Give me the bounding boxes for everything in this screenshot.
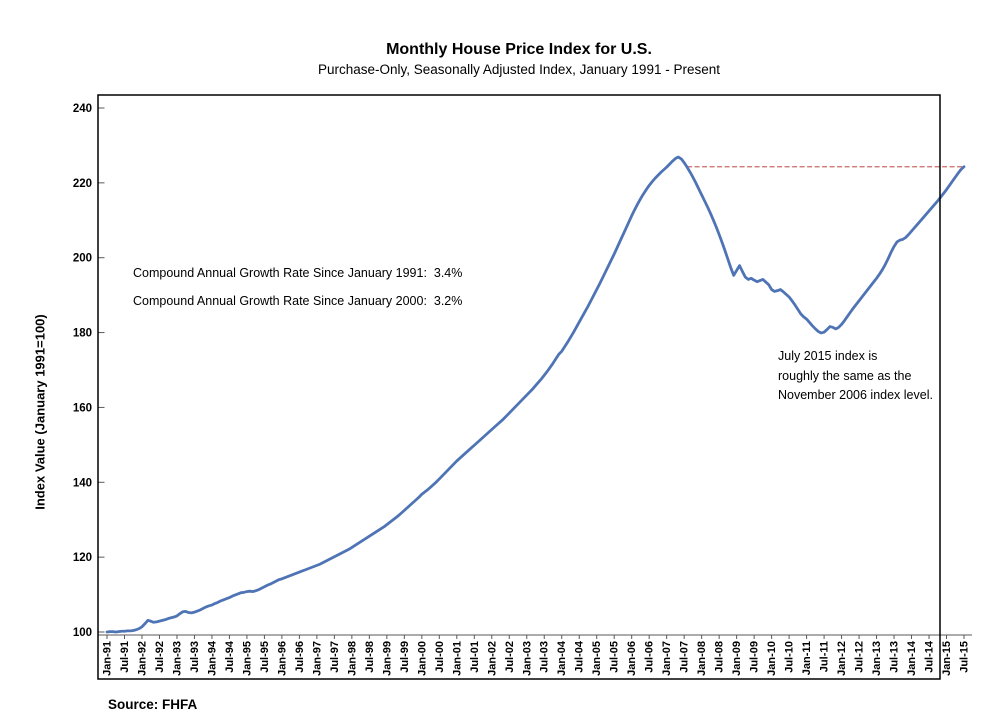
- svg-text:Jul-02: Jul-02: [504, 641, 516, 673]
- svg-text:Jan-97: Jan-97: [311, 641, 323, 676]
- svg-text:Jan-06: Jan-06: [626, 641, 638, 676]
- svg-text:Jul-07: Jul-07: [679, 641, 691, 673]
- svg-text:Jan-07: Jan-07: [661, 641, 673, 676]
- svg-text:200: 200: [73, 253, 92, 265]
- svg-text:Jan-91: Jan-91: [102, 641, 114, 676]
- svg-text:Jul-11: Jul-11: [819, 641, 831, 672]
- note-line-3: November 2006 index level.: [778, 388, 933, 402]
- svg-text:Jan-15: Jan-15: [941, 641, 953, 676]
- svg-text:180: 180: [73, 328, 92, 340]
- svg-text:Jan-09: Jan-09: [731, 641, 743, 676]
- svg-text:140: 140: [73, 477, 92, 489]
- svg-text:Jul-09: Jul-09: [749, 641, 761, 673]
- svg-text:Jan-11: Jan-11: [801, 641, 813, 675]
- note-line-2: roughly the same as the: [778, 368, 912, 383]
- svg-text:Jan-08: Jan-08: [696, 641, 708, 676]
- svg-text:Jul-10: Jul-10: [784, 641, 796, 673]
- title-block: Monthly House Price Index for U.S. Purch…: [98, 40, 940, 79]
- svg-text:Jul-98: Jul-98: [364, 641, 376, 673]
- svg-text:Jan-02: Jan-02: [486, 641, 498, 676]
- svg-text:Jul-91: Jul-91: [119, 641, 131, 673]
- svg-text:Jan-95: Jan-95: [241, 641, 253, 676]
- svg-text:Jan-93: Jan-93: [171, 641, 183, 676]
- source-label: Source: FHFA: [108, 697, 198, 712]
- svg-text:Jan-04: Jan-04: [556, 640, 568, 676]
- svg-text:Jan-98: Jan-98: [346, 641, 358, 676]
- svg-text:Jul-95: Jul-95: [259, 641, 271, 673]
- svg-text:Jan-94: Jan-94: [206, 640, 218, 676]
- svg-text:Jan-13: Jan-13: [871, 641, 883, 676]
- svg-text:Jul-01: Jul-01: [469, 641, 481, 673]
- svg-text:Jul-97: Jul-97: [329, 641, 341, 673]
- svg-text:Jan-01: Jan-01: [451, 641, 463, 676]
- svg-text:Jan-14: Jan-14: [906, 640, 918, 676]
- annotation-july-2015-note: July 2015 index is roughly the same as t…: [778, 347, 933, 406]
- svg-text:160: 160: [73, 402, 92, 414]
- svg-text:Jul-00: Jul-00: [434, 641, 446, 673]
- svg-text:Jul-93: Jul-93: [189, 641, 201, 673]
- note-line-1: July 2015 index is: [778, 349, 878, 363]
- svg-text:Jul-14: Jul-14: [924, 640, 936, 673]
- svg-text:Jul-03: Jul-03: [539, 641, 551, 673]
- chart-subtitle: Purchase-Only, Seasonally Adjusted Index…: [318, 62, 720, 77]
- svg-text:100: 100: [73, 627, 92, 639]
- svg-text:Jan-10: Jan-10: [766, 641, 778, 676]
- svg-text:Jul-08: Jul-08: [714, 641, 726, 673]
- svg-text:Jan-03: Jan-03: [521, 641, 533, 676]
- svg-text:Jul-92: Jul-92: [154, 641, 166, 673]
- svg-text:Jul-04: Jul-04: [574, 640, 586, 673]
- svg-text:220: 220: [73, 178, 92, 190]
- svg-text:Jul-06: Jul-06: [644, 641, 656, 673]
- svg-text:Jul-05: Jul-05: [609, 641, 621, 673]
- svg-text:120: 120: [73, 552, 92, 564]
- svg-text:Jan-00: Jan-00: [416, 641, 428, 676]
- svg-text:Jan-05: Jan-05: [591, 641, 603, 676]
- y-axis-title: Index Value (January 1991=100): [32, 314, 48, 510]
- svg-text:240: 240: [73, 103, 92, 115]
- svg-text:Jan-92: Jan-92: [136, 641, 148, 676]
- svg-text:Jul-12: Jul-12: [854, 641, 866, 673]
- svg-text:Jul-96: Jul-96: [294, 641, 306, 673]
- svg-text:Jul-15: Jul-15: [959, 641, 971, 673]
- svg-text:Jul-13: Jul-13: [889, 641, 901, 673]
- svg-text:Jan-12: Jan-12: [836, 641, 848, 676]
- svg-text:Jul-94: Jul-94: [224, 640, 236, 673]
- chart-title: Monthly House Price Index for U.S.: [386, 41, 652, 58]
- annotation-cagr-1991: Compound Annual Growth Rate Since Januar…: [133, 266, 463, 280]
- annotation-cagr-2000: Compound Annual Growth Rate Since Januar…: [133, 294, 463, 308]
- svg-text:Jul-99: Jul-99: [399, 641, 411, 673]
- svg-text:Jan-99: Jan-99: [381, 641, 393, 676]
- svg-text:Jan-96: Jan-96: [276, 641, 288, 676]
